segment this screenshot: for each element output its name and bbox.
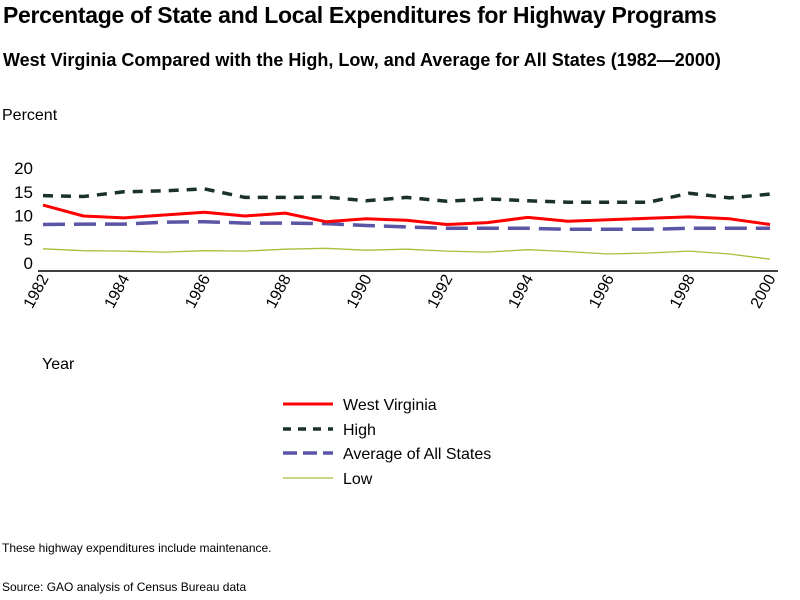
legend-label: Low	[343, 471, 373, 488]
x-tick-label: 2000	[748, 272, 780, 311]
chart-subtitle: West Virginia Compared with the High, Lo…	[3, 50, 721, 70]
y-tick-label: 10	[14, 207, 33, 226]
x-tick-label: 1992	[425, 272, 457, 311]
x-tick-label: 1988	[263, 272, 295, 311]
footnote: These highway expenditures include maint…	[2, 541, 272, 555]
y-tick-label: 5	[24, 230, 33, 249]
series-line-low	[42, 247, 771, 260]
series-line-west-virginia	[42, 203, 771, 226]
x-axis-label: Year	[42, 356, 75, 373]
chart-title: Percentage of State and Local Expenditur…	[3, 2, 717, 28]
y-tick-label: 20	[14, 159, 33, 178]
x-tick-label: 1996	[586, 272, 618, 311]
series-line-high	[42, 187, 771, 204]
x-tick-label: 1990	[344, 272, 376, 311]
y-tick-label: 0	[24, 254, 33, 273]
x-tick-label: 1998	[667, 272, 699, 311]
y-axis-label: Percent	[2, 107, 58, 124]
x-tick-label: 1984	[102, 272, 134, 311]
x-tick-label: 1982	[21, 272, 53, 311]
legend-label: Average of All States	[343, 446, 491, 463]
series-line-average-of-all-states	[42, 219, 770, 232]
legend-label: West Virginia	[343, 397, 437, 414]
legend-label: High	[343, 422, 376, 439]
x-tick-label: 1986	[182, 272, 214, 311]
x-tick-label: 1994	[505, 272, 537, 311]
y-tick-label: 15	[14, 183, 33, 202]
source-note: Source: GAO analysis of Census Bureau da…	[2, 580, 247, 594]
